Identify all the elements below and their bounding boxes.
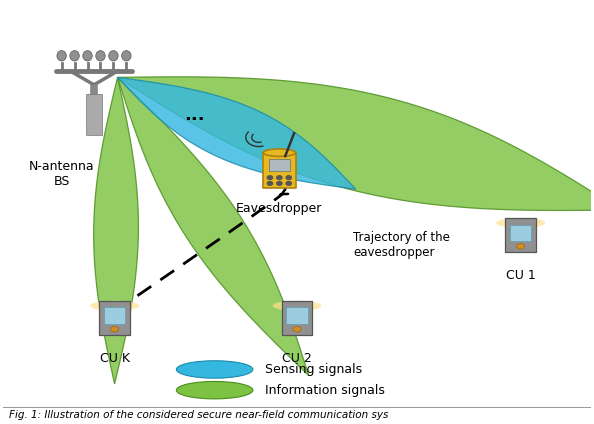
Ellipse shape [90,301,139,311]
Ellipse shape [70,50,79,61]
Text: CU 2: CU 2 [282,352,312,365]
Bar [286,307,308,324]
Polygon shape [118,77,309,376]
Ellipse shape [263,149,296,156]
Text: CU 1: CU 1 [505,269,535,282]
Ellipse shape [496,218,545,228]
Circle shape [293,326,301,332]
Polygon shape [118,77,356,189]
Bar [505,218,536,252]
Circle shape [286,181,292,185]
Circle shape [277,176,282,179]
Text: Fig. 1: Illustration of the considered secure near-field communication sys: Fig. 1: Illustration of the considered s… [9,410,388,420]
Text: Information signals: Information signals [265,384,384,397]
Ellipse shape [96,50,105,61]
Circle shape [110,326,119,332]
Ellipse shape [122,50,131,61]
Ellipse shape [57,50,67,61]
Bar [510,225,531,241]
Circle shape [517,243,525,249]
Circle shape [267,176,273,179]
Ellipse shape [176,361,253,378]
Bar [104,307,125,324]
Bar [99,301,130,335]
Text: ...: ... [184,106,204,124]
Text: Sensing signals: Sensing signals [265,363,362,376]
Text: Eavesdropper: Eavesdropper [236,203,323,215]
Ellipse shape [83,50,92,61]
Bar [263,153,296,188]
Bar [86,94,102,135]
Circle shape [286,176,292,179]
Ellipse shape [176,382,253,399]
Circle shape [277,181,282,185]
Text: CU K: CU K [100,352,129,365]
Text: N-antenna
BS: N-antenna BS [29,160,94,188]
Bar [282,301,312,335]
Polygon shape [118,77,594,210]
Text: Trajectory of the
eavesdropper: Trajectory of the eavesdropper [353,231,450,259]
Bar [268,159,290,170]
Circle shape [267,181,273,185]
Ellipse shape [273,301,321,311]
Ellipse shape [109,50,118,61]
Polygon shape [94,77,138,384]
